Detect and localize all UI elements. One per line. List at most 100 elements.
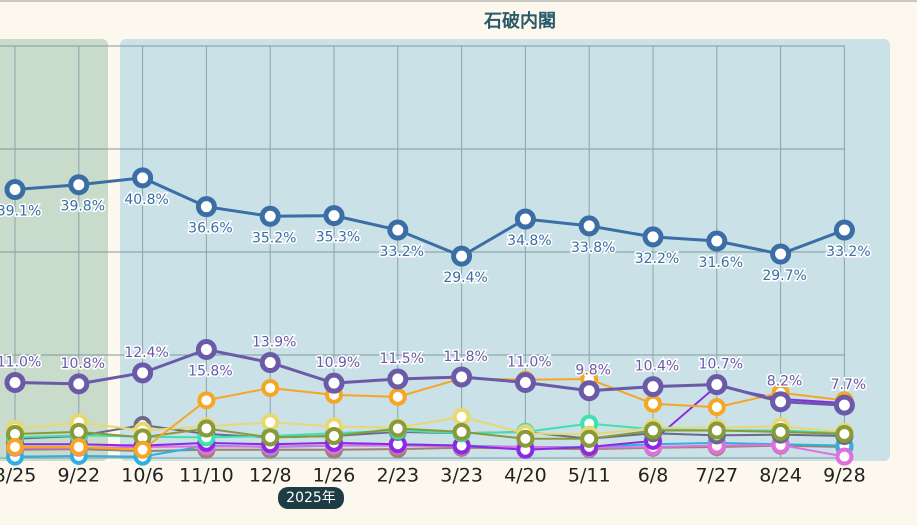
value-label: 35.3% xyxy=(316,230,360,246)
point xyxy=(642,376,664,398)
point xyxy=(452,422,471,441)
point xyxy=(68,373,90,395)
value-label: 12.4% xyxy=(124,345,168,361)
point xyxy=(451,245,473,267)
value-label: 8.2% xyxy=(767,374,803,390)
value-label: 39.8% xyxy=(61,199,105,215)
value-label: 10.8% xyxy=(61,356,105,372)
point xyxy=(644,421,662,440)
series-line xyxy=(14,444,845,453)
point xyxy=(706,374,728,396)
point xyxy=(259,205,281,227)
value-label: 9.8% xyxy=(575,363,611,379)
x-tick-label: 11/10 xyxy=(179,465,234,487)
point xyxy=(771,422,790,441)
point xyxy=(644,394,662,413)
series-line xyxy=(15,384,845,451)
value-label: 15.8% xyxy=(188,364,232,380)
value-label: 33.2% xyxy=(380,244,424,260)
series-line xyxy=(14,347,845,407)
value-label: 29.7% xyxy=(762,268,806,284)
point xyxy=(197,391,216,410)
point xyxy=(707,421,726,440)
point xyxy=(516,429,535,448)
point xyxy=(578,380,600,402)
x-tick-label: 3/23 xyxy=(440,465,483,487)
x-tick-label: 4/20 xyxy=(504,465,547,487)
point xyxy=(4,371,26,393)
value-label: 31.6% xyxy=(699,255,743,271)
point xyxy=(835,424,854,443)
value-label: 32.2% xyxy=(635,251,679,267)
series-line xyxy=(14,427,845,440)
x-tick-label: 8/25 xyxy=(0,465,36,487)
value-label: 10.9% xyxy=(316,355,360,371)
point xyxy=(833,219,855,241)
value-label: 13.9% xyxy=(252,335,296,351)
point xyxy=(68,174,90,196)
region-label: 石破内閣 xyxy=(483,10,556,32)
value-label: 33.8% xyxy=(571,240,615,256)
x-tick-label: 8/24 xyxy=(759,465,802,487)
point xyxy=(770,391,792,413)
value-label: 11.0% xyxy=(507,354,551,370)
point xyxy=(707,398,726,417)
x-tick-label: 2/23 xyxy=(376,465,419,487)
point xyxy=(388,387,407,406)
x-tick-label: 6/8 xyxy=(638,465,669,487)
point xyxy=(195,196,217,218)
x-tick-label: 9/28 xyxy=(823,465,866,487)
point xyxy=(578,215,600,237)
value-label: 7.7% xyxy=(831,377,867,393)
point xyxy=(770,243,792,265)
point xyxy=(261,428,280,447)
value-label: 10.7% xyxy=(699,357,743,373)
point xyxy=(514,208,536,230)
value-label: 11.8% xyxy=(443,349,487,365)
point xyxy=(323,205,345,227)
x-tick-label: 10/6 xyxy=(121,465,164,487)
point xyxy=(452,407,471,426)
point xyxy=(833,394,855,416)
point xyxy=(197,419,216,438)
point xyxy=(706,230,728,252)
point xyxy=(388,419,407,438)
series-line xyxy=(15,377,845,451)
series-line xyxy=(15,443,845,458)
value-label: 35.2% xyxy=(252,230,296,246)
point xyxy=(261,378,280,397)
x-tick-label: 9/22 xyxy=(57,465,100,487)
x-tick-label: 7/27 xyxy=(695,465,738,487)
point xyxy=(195,339,217,361)
point xyxy=(325,427,343,446)
point xyxy=(6,438,24,457)
point xyxy=(69,438,88,457)
series-line xyxy=(14,176,845,258)
point xyxy=(387,368,409,390)
point xyxy=(69,422,88,441)
value-label: 11.5% xyxy=(380,351,424,367)
value-label: 10.4% xyxy=(635,359,679,375)
point xyxy=(323,372,345,394)
previous-cabinet-region xyxy=(0,39,108,461)
value-label: 40.8% xyxy=(124,192,168,208)
point xyxy=(259,352,281,374)
value-label: 39.1% xyxy=(0,204,41,220)
year-label: 2025年 xyxy=(286,490,336,506)
point xyxy=(835,447,854,466)
value-label: 34.8% xyxy=(507,233,551,249)
point xyxy=(387,219,409,241)
point xyxy=(514,371,536,393)
point xyxy=(580,429,599,448)
x-tick-label: 1/26 xyxy=(313,465,356,487)
value-label: 29.4% xyxy=(443,270,487,286)
value-label: 11.0% xyxy=(0,354,41,370)
value-label: 36.6% xyxy=(188,221,232,237)
point xyxy=(261,413,280,432)
point xyxy=(4,179,26,201)
point xyxy=(132,362,154,384)
point xyxy=(133,440,152,459)
x-tick-label: 5/11 xyxy=(568,465,611,487)
series-line xyxy=(14,415,845,436)
